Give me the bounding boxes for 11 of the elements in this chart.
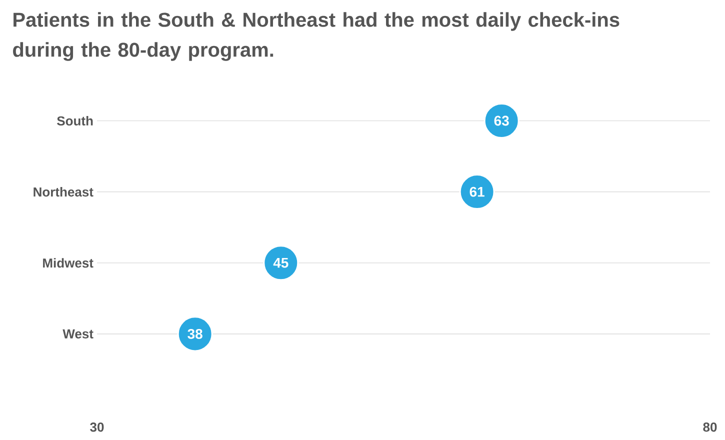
y-tick-label: Northeast — [34, 187, 94, 197]
x-tick-label: 80 — [703, 422, 717, 432]
data-label: 45 — [273, 258, 288, 268]
x-tick-label: 30 — [90, 422, 104, 432]
data-label: 38 — [188, 328, 202, 339]
y-tick-label: South — [57, 116, 93, 126]
y-tick-label: West — [62, 329, 94, 338]
chart-title: Patients in the South & Northeast had the most daily check-ins during the 80-day program. — [13, 12, 620, 61]
data-label: 63 — [494, 116, 509, 126]
y-tick-label: Midwest — [43, 258, 94, 268]
data-label: 61 — [470, 186, 484, 197]
